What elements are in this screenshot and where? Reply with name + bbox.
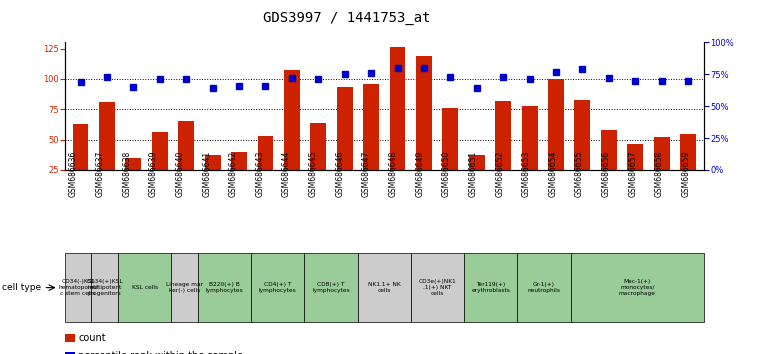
Text: GSM686655: GSM686655 <box>575 150 584 197</box>
Bar <box>205 155 221 200</box>
Text: GSM686650: GSM686650 <box>442 150 451 197</box>
Text: GSM686652: GSM686652 <box>495 150 504 196</box>
Bar <box>178 121 194 200</box>
Text: KSL cells: KSL cells <box>132 285 158 290</box>
Text: GSM686643: GSM686643 <box>256 150 265 197</box>
Bar <box>257 136 273 200</box>
Bar <box>442 108 458 200</box>
Text: GSM686647: GSM686647 <box>362 150 371 197</box>
Text: GSM686645: GSM686645 <box>309 150 318 197</box>
Text: Lineage mar
ker(-) cells: Lineage mar ker(-) cells <box>166 282 203 293</box>
Bar <box>548 79 564 200</box>
Text: NK1.1+ NK
cells: NK1.1+ NK cells <box>368 282 401 293</box>
Text: GSM686641: GSM686641 <box>202 150 212 196</box>
Bar <box>680 133 696 200</box>
Bar <box>390 47 406 200</box>
Text: GSM686642: GSM686642 <box>229 150 237 196</box>
Text: B220(+) B
lymphocytes: B220(+) B lymphocytes <box>205 282 244 293</box>
Text: GSM686637: GSM686637 <box>96 150 105 197</box>
Bar <box>469 155 485 200</box>
Text: count: count <box>78 333 106 343</box>
Text: GSM686653: GSM686653 <box>522 150 531 197</box>
Text: GSM686648: GSM686648 <box>389 150 398 196</box>
Text: GSM686658: GSM686658 <box>655 150 664 196</box>
Text: CD34(+)KSL
multipotent
progenitors: CD34(+)KSL multipotent progenitors <box>86 279 123 296</box>
Text: GSM686656: GSM686656 <box>602 150 610 197</box>
Bar <box>337 87 352 200</box>
Text: GSM686636: GSM686636 <box>69 150 78 197</box>
Bar <box>284 70 300 200</box>
Text: GSM686638: GSM686638 <box>123 150 132 196</box>
Text: GSM686654: GSM686654 <box>549 150 557 197</box>
Bar <box>231 152 247 200</box>
Text: CD4(+) T
lymphocytes: CD4(+) T lymphocytes <box>259 282 297 293</box>
Text: Gr-1(+)
neutrophils: Gr-1(+) neutrophils <box>527 282 561 293</box>
Text: GSM686649: GSM686649 <box>416 150 425 197</box>
Text: Mac-1(+)
monocytes/
macrophage: Mac-1(+) monocytes/ macrophage <box>619 279 656 296</box>
Text: cell type: cell type <box>2 283 40 292</box>
Text: GSM686651: GSM686651 <box>469 150 478 196</box>
Text: GSM686640: GSM686640 <box>176 150 185 197</box>
Text: CD8(+) T
lymphocytes: CD8(+) T lymphocytes <box>312 282 350 293</box>
Text: CD34(-)KSL
hematopoieti
c stem cells: CD34(-)KSL hematopoieti c stem cells <box>59 279 97 296</box>
Text: GSM686659: GSM686659 <box>682 150 691 197</box>
Text: GSM686646: GSM686646 <box>336 150 345 197</box>
Text: Ter119(+)
erythroblasts: Ter119(+) erythroblasts <box>471 282 511 293</box>
Bar <box>575 99 591 200</box>
Text: GDS3997 / 1441753_at: GDS3997 / 1441753_at <box>263 11 430 25</box>
Bar <box>495 101 511 200</box>
Text: GSM686639: GSM686639 <box>149 150 158 197</box>
Bar <box>126 158 142 200</box>
Text: GSM686657: GSM686657 <box>629 150 638 197</box>
Bar <box>310 122 326 200</box>
Text: CD3e(+)NK1
.1(+) NKT
cells: CD3e(+)NK1 .1(+) NKT cells <box>419 279 457 296</box>
Bar <box>521 105 537 200</box>
Bar <box>601 130 616 200</box>
Bar <box>72 124 88 200</box>
Text: GSM686644: GSM686644 <box>282 150 291 197</box>
Bar <box>654 137 670 200</box>
Bar <box>99 102 115 200</box>
Bar <box>627 144 643 200</box>
Bar <box>416 56 431 200</box>
Bar <box>363 84 379 200</box>
Text: percentile rank within the sample: percentile rank within the sample <box>78 351 244 354</box>
Bar <box>152 132 167 200</box>
